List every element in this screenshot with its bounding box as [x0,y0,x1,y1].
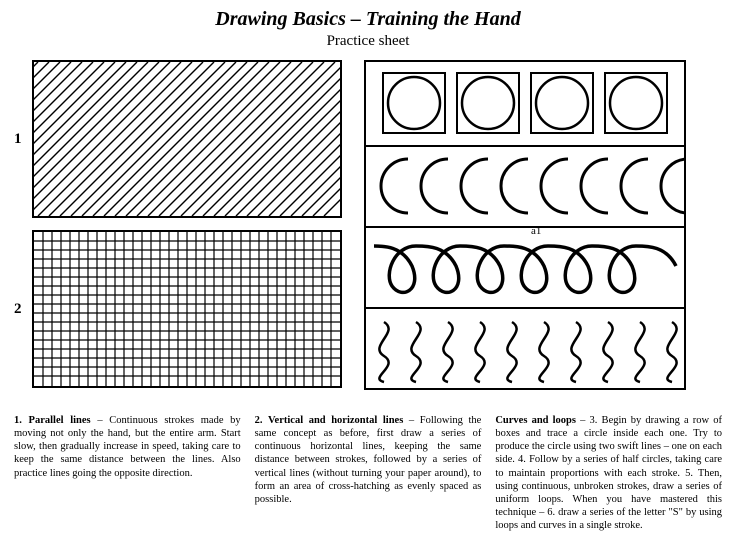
caption-2-head: 2. Vertical and horizontal lines [255,415,404,426]
caption-2: 2. Vertical and horizontal lines – Follo… [255,414,482,532]
square-circle [530,72,594,134]
panel-1-row: 1 [14,60,346,218]
page-subtitle: Practice sheet [14,33,722,50]
header: Drawing Basics – Training the Hand Pract… [14,8,722,50]
square-circle [604,72,668,134]
caption-3-head: Curves and loops [495,415,576,426]
panel-diagonal-lines [32,60,342,218]
caption-3: Curves and loops – 3. Begin by drawing a… [495,414,722,532]
panel-2-row: 2 [14,230,346,388]
caption-1: 1. Parallel lines – Continuous strokes m… [14,414,241,532]
left-column: 1 2 [14,60,346,400]
right-column: 3 4 [364,60,704,400]
caption-3-body: – 3. Begin by drawing a row of boxes and… [495,415,722,531]
panel-loops: 5 a1 [366,228,684,309]
square-circle [456,72,520,134]
captions: 1. Parallel lines – Continuous strokes m… [14,414,722,532]
label-a1: a1 [531,228,541,237]
caption-1-head: 1. Parallel lines [14,415,91,426]
square-circle [382,72,446,134]
label-2: 2 [14,301,32,318]
panels: 1 2 [14,60,722,400]
label-1: 1 [14,131,32,148]
caption-2-body: – Following the same concept as before, … [255,415,482,505]
right-panel-group: 3 4 [364,60,686,390]
page-title: Drawing Basics – Training the Hand [14,8,722,31]
panel-grid-lines [32,230,342,388]
panel-s-curves: 6 [366,309,684,388]
panel-squares-circles: 3 [366,62,684,147]
panel-half-circles: 4 [366,147,684,228]
